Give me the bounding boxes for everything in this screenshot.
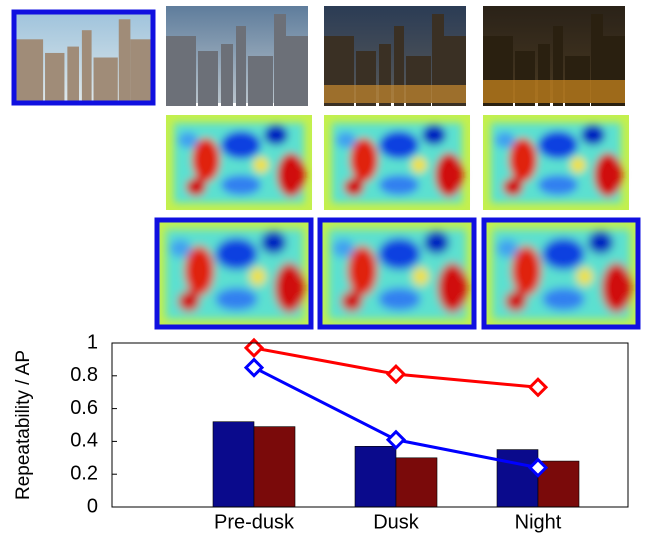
y-tick-label: 0.2 [70,462,98,484]
heatmap-row-framed [157,220,639,327]
bar [497,450,538,507]
bar [213,422,254,507]
line-marker [246,360,262,376]
y-tick-label: 0.6 [70,397,98,419]
line-marker [246,340,262,356]
line-marker [388,432,404,448]
bar [355,446,396,507]
bar [254,427,295,507]
y-tick-label: 1 [87,331,98,353]
x-tick-label: Pre-dusk [214,511,295,533]
y-tick-label: 0 [87,495,98,517]
x-tick-label: Dusk [373,511,420,533]
figure: Repeatability / AP 0 0.2 0.4 0.6 0.8 1 Pre-dus… [0,0,660,533]
bar [396,458,437,507]
y-tick-label: 0.8 [70,364,98,386]
heatmap-row [166,115,629,210]
y-tick-label: 0.4 [70,430,98,452]
photo-row [14,6,625,106]
y-axis-label: Repeatability / AP [13,350,34,500]
line-marker [388,366,404,382]
x-tick-label: Night [515,511,562,533]
line-marker [530,379,546,395]
